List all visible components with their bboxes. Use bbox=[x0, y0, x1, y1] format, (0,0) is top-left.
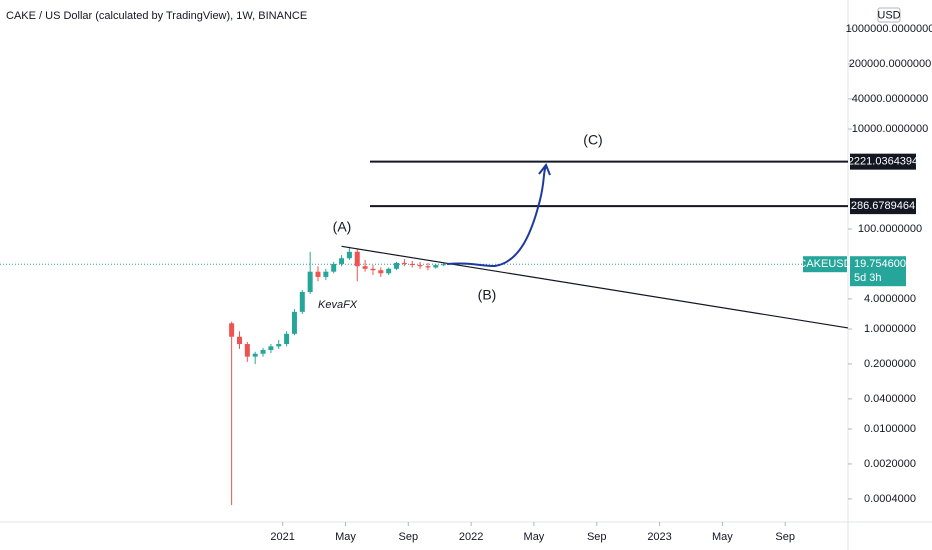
candle-body bbox=[236, 336, 242, 345]
x-tick-label: 2022 bbox=[459, 531, 483, 543]
annotation: (C) bbox=[583, 132, 602, 148]
candle-body bbox=[229, 323, 235, 337]
candle-body bbox=[323, 271, 329, 277]
candle-body bbox=[370, 268, 376, 271]
y-tick-label: 100.0000000 bbox=[858, 223, 922, 235]
x-tick-label: May bbox=[524, 531, 545, 543]
level-label-box bbox=[850, 153, 916, 170]
candle-body bbox=[386, 268, 392, 274]
price-box bbox=[850, 256, 906, 287]
candle-body bbox=[276, 344, 282, 347]
level-label-box bbox=[850, 198, 916, 215]
x-tick-label: 2021 bbox=[270, 531, 294, 543]
trendline bbox=[341, 245, 849, 329]
candle-body bbox=[401, 262, 407, 264]
currency-box[interactable] bbox=[877, 7, 901, 23]
candle-body bbox=[307, 271, 313, 292]
y-tick-label: 10000.0000000 bbox=[852, 123, 928, 135]
level-label: 2221.0364394 bbox=[848, 156, 918, 168]
candle-body bbox=[425, 266, 431, 268]
y-tick-label: 0.2000000 bbox=[864, 358, 916, 370]
candle-body bbox=[331, 263, 337, 272]
y-tick-label: 40000.0000000 bbox=[852, 93, 928, 105]
x-tick-label: 2023 bbox=[647, 531, 671, 543]
candle-body bbox=[378, 270, 384, 274]
watermark-label: KevaFX bbox=[318, 299, 358, 311]
annotation: (B) bbox=[478, 287, 497, 303]
y-tick-label: 0.0100000 bbox=[864, 423, 916, 435]
candle-body bbox=[291, 311, 297, 334]
y-tick-label: 1000000.0000000 bbox=[846, 23, 932, 35]
x-tick-label: May bbox=[335, 531, 356, 543]
candle-body bbox=[244, 344, 250, 357]
candle-body bbox=[299, 291, 305, 312]
plot-area bbox=[0, 160, 849, 506]
x-tick-label: Sep bbox=[587, 531, 607, 543]
countdown-label: 5d 3h bbox=[854, 272, 882, 284]
candle-body bbox=[433, 265, 439, 268]
x-tick-label: May bbox=[712, 531, 733, 543]
candle-body bbox=[417, 265, 423, 267]
candle-body bbox=[441, 264, 447, 266]
candle-body bbox=[260, 350, 266, 354]
currency: USD bbox=[877, 9, 900, 21]
projection-curve bbox=[446, 163, 551, 268]
candle-body bbox=[252, 353, 258, 357]
annotation: (A) bbox=[333, 219, 352, 235]
candle-body bbox=[354, 251, 360, 267]
level-label: 286.6789464 bbox=[851, 200, 915, 212]
candle-body bbox=[284, 333, 290, 345]
symbol-label: CAKEUSD bbox=[798, 258, 851, 270]
price-label: 19.7546004 bbox=[854, 258, 912, 270]
candle-body bbox=[268, 346, 274, 351]
candle-body bbox=[409, 263, 415, 266]
x-tick-label: Sep bbox=[399, 531, 419, 543]
y-tick-label: 4.0000000 bbox=[864, 293, 916, 305]
candle-body bbox=[315, 271, 321, 277]
candle-body bbox=[339, 258, 345, 264]
candle-body bbox=[346, 251, 352, 259]
x-tick-label: Sep bbox=[775, 531, 795, 543]
y-tick-label: 0.0400000 bbox=[864, 393, 916, 405]
candle-body bbox=[362, 266, 368, 269]
y-tick-label: 200000.0000000 bbox=[849, 58, 932, 70]
chart-title: CAKE / US Dollar (calculated by TradingV… bbox=[6, 10, 307, 22]
y-tick-label: 1.0000000 bbox=[864, 323, 916, 335]
y-tick-label: 0.0004000 bbox=[864, 493, 916, 505]
symbol-box bbox=[803, 256, 847, 273]
y-tick-label: 0.0020000 bbox=[864, 458, 916, 470]
candle-body bbox=[394, 262, 400, 269]
